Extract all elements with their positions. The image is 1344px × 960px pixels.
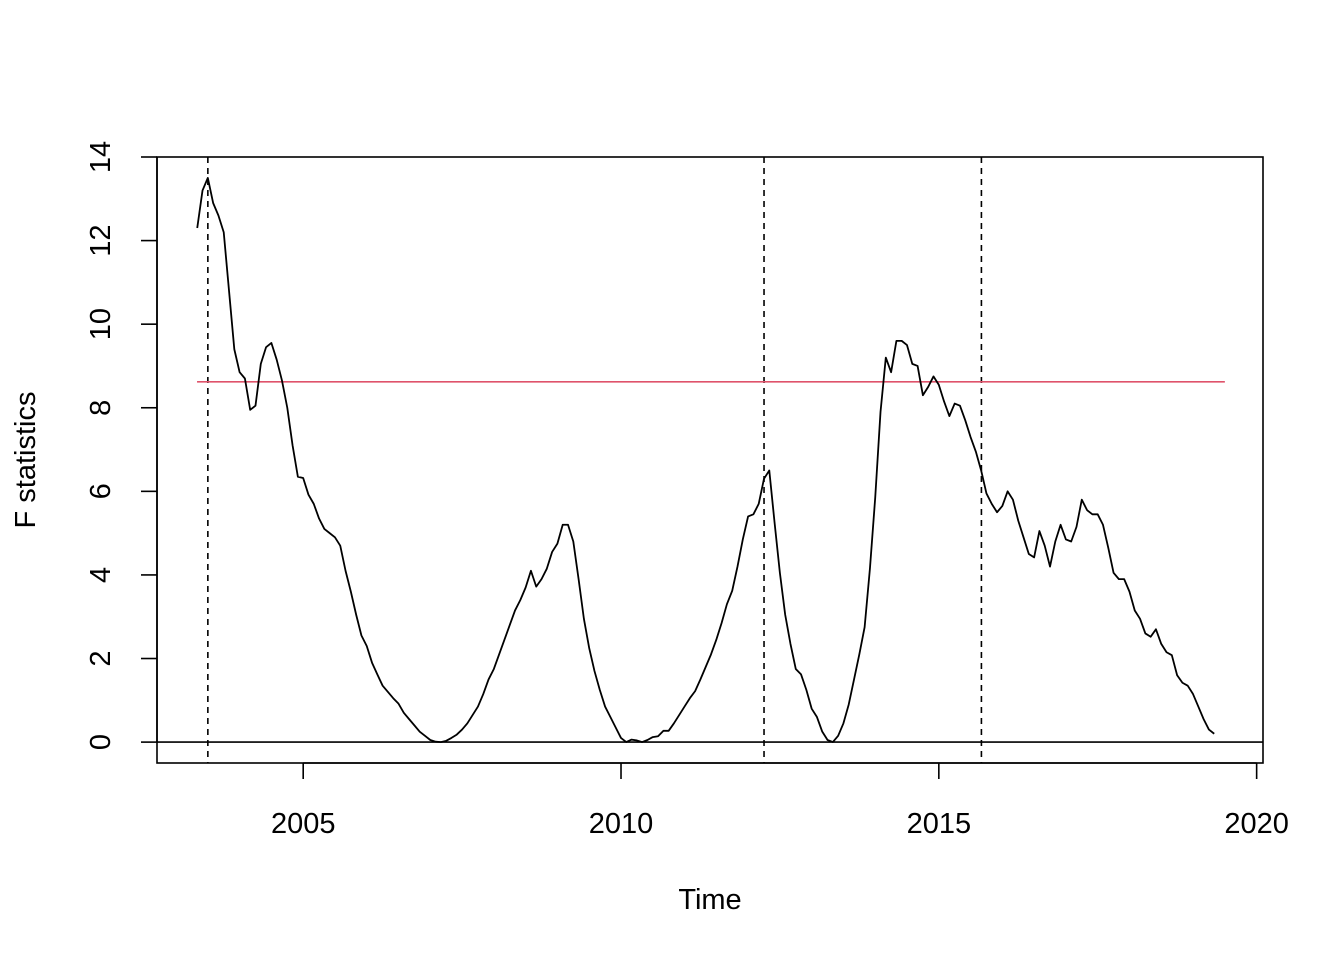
y-axis: 0 2 4 6 8 10 12 14 — [85, 141, 158, 750]
y-tick-label: 14 — [85, 141, 117, 173]
x-tick-label: 2005 — [271, 808, 336, 840]
x-tick-label: 2020 — [1224, 808, 1289, 840]
x-axis-label: Time — [678, 884, 741, 916]
y-tick-label: 2 — [85, 650, 117, 666]
y-axis-label: F statistics — [10, 392, 42, 529]
x-tick-label: 2015 — [907, 808, 972, 840]
y-tick-label: 10 — [85, 308, 117, 340]
y-tick-label: 6 — [85, 483, 117, 499]
f-statistics-series-line — [196, 176, 1215, 743]
y-tick-label: 8 — [85, 400, 117, 416]
y-tick-label: 0 — [85, 734, 117, 750]
x-axis: 2005 2010 2015 2020 — [271, 762, 1289, 840]
series-group — [196, 176, 1215, 743]
y-tick-label: 4 — [85, 567, 117, 583]
x-tick-label: 2010 — [589, 808, 654, 840]
breakpoint-lines-group — [207, 157, 983, 763]
y-tick-label: 12 — [85, 224, 117, 256]
